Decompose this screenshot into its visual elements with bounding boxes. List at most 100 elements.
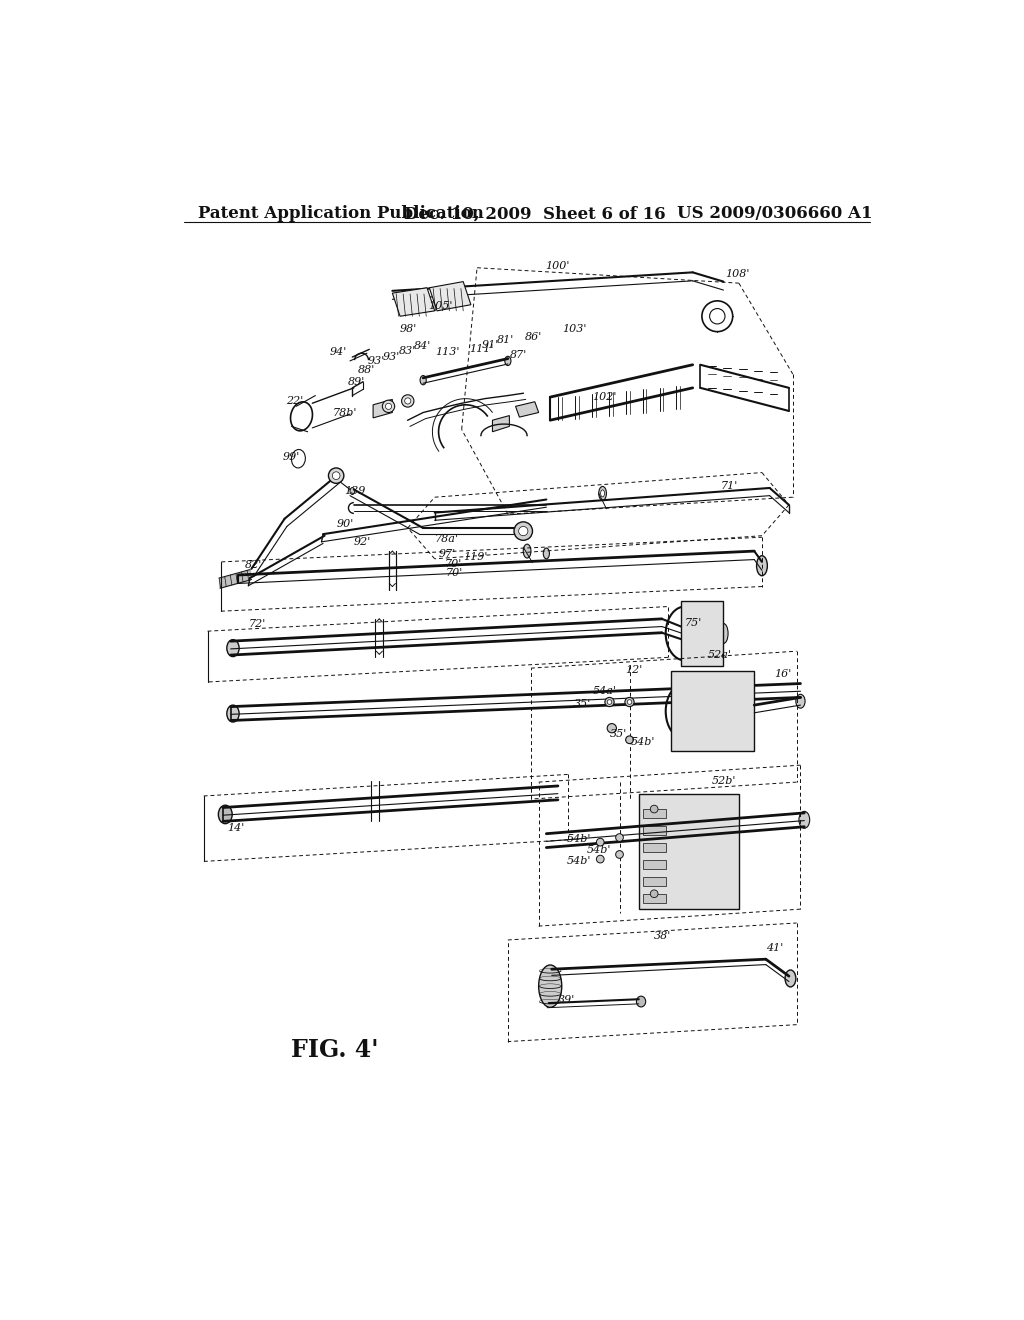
Ellipse shape — [523, 544, 531, 558]
Polygon shape — [643, 876, 666, 886]
Text: 90': 90' — [337, 519, 354, 529]
Circle shape — [615, 834, 624, 841]
Circle shape — [628, 700, 632, 705]
Text: 71': 71' — [720, 480, 737, 491]
Polygon shape — [671, 671, 755, 751]
Text: US 2009/0306660 A1: US 2009/0306660 A1 — [677, 206, 872, 222]
Ellipse shape — [719, 623, 728, 644]
Ellipse shape — [226, 640, 240, 656]
Polygon shape — [515, 401, 539, 417]
Text: 119': 119' — [463, 552, 487, 562]
Circle shape — [514, 521, 532, 540]
Text: 111': 111' — [469, 345, 494, 354]
Text: 22': 22' — [286, 396, 303, 407]
Polygon shape — [429, 281, 471, 312]
Ellipse shape — [796, 694, 805, 708]
Text: 92': 92' — [354, 537, 371, 546]
Polygon shape — [643, 894, 666, 903]
Ellipse shape — [350, 487, 354, 495]
Text: 78a': 78a' — [435, 533, 459, 544]
Ellipse shape — [505, 356, 511, 366]
Ellipse shape — [601, 490, 604, 496]
Circle shape — [626, 737, 634, 743]
Circle shape — [596, 838, 604, 846]
Text: 93': 93' — [383, 352, 400, 362]
Ellipse shape — [420, 376, 426, 385]
Text: 82': 82' — [245, 560, 262, 570]
Text: 16': 16' — [774, 669, 792, 680]
Polygon shape — [681, 601, 724, 665]
Polygon shape — [643, 809, 666, 818]
Ellipse shape — [218, 805, 232, 824]
Text: 91': 91' — [481, 339, 499, 350]
Text: 70': 70' — [445, 569, 463, 578]
Text: 12': 12' — [626, 665, 643, 676]
Text: 97': 97' — [438, 549, 456, 560]
Text: 84': 84' — [414, 341, 431, 351]
Circle shape — [385, 404, 391, 409]
Ellipse shape — [757, 556, 767, 576]
Text: 75': 75' — [685, 619, 702, 628]
Text: Dec. 10, 2009  Sheet 6 of 16: Dec. 10, 2009 Sheet 6 of 16 — [403, 206, 666, 222]
Text: 86': 86' — [524, 333, 542, 342]
Text: 102': 102' — [593, 392, 616, 403]
Polygon shape — [643, 843, 666, 853]
Text: 113': 113' — [435, 347, 460, 356]
Circle shape — [650, 890, 658, 898]
Text: 70': 70' — [444, 560, 462, 569]
Text: 52b': 52b' — [712, 776, 736, 785]
Text: 52a': 52a' — [708, 649, 732, 660]
Circle shape — [607, 723, 616, 733]
Text: Patent Application Publication: Patent Application Publication — [199, 206, 484, 222]
Ellipse shape — [637, 997, 646, 1007]
Polygon shape — [373, 400, 392, 418]
Text: 54b': 54b' — [566, 834, 591, 843]
Circle shape — [333, 471, 340, 479]
Circle shape — [607, 700, 611, 705]
Ellipse shape — [799, 812, 810, 829]
Text: 54b': 54b' — [587, 845, 610, 855]
Text: 14': 14' — [226, 824, 244, 833]
Text: 105': 105' — [429, 301, 453, 312]
Circle shape — [382, 400, 394, 412]
Circle shape — [615, 850, 624, 858]
Ellipse shape — [599, 487, 606, 500]
Polygon shape — [639, 793, 739, 909]
Text: 78b': 78b' — [333, 408, 357, 417]
Text: 72': 72' — [249, 619, 265, 630]
Ellipse shape — [226, 705, 240, 722]
Text: 93': 93' — [368, 356, 385, 366]
Text: 88': 88' — [357, 366, 375, 375]
Text: 139: 139 — [345, 486, 366, 496]
Text: 54b': 54b' — [631, 737, 655, 747]
Text: FIG. 4': FIG. 4' — [291, 1038, 378, 1063]
Text: 54b': 54b' — [566, 855, 591, 866]
Text: 108': 108' — [725, 269, 750, 279]
Text: 54a': 54a' — [593, 686, 616, 696]
Text: 81': 81' — [497, 335, 514, 345]
Text: 35': 35' — [574, 698, 591, 709]
Ellipse shape — [544, 548, 550, 558]
Text: 39': 39' — [558, 995, 575, 1005]
Circle shape — [605, 697, 614, 706]
Text: 98': 98' — [400, 325, 418, 334]
Text: 103': 103' — [562, 325, 586, 334]
Text: 87': 87' — [509, 350, 526, 360]
Ellipse shape — [785, 970, 796, 987]
Circle shape — [401, 395, 414, 407]
Text: 38': 38' — [654, 931, 672, 941]
Circle shape — [329, 469, 344, 483]
Text: 89': 89' — [348, 376, 365, 387]
Text: 35': 35' — [610, 730, 628, 739]
Text: 83': 83' — [398, 346, 416, 356]
Text: 41': 41' — [766, 942, 783, 953]
Polygon shape — [643, 859, 666, 869]
Polygon shape — [392, 288, 435, 317]
Text: 99': 99' — [283, 453, 300, 462]
Circle shape — [701, 301, 733, 331]
Polygon shape — [643, 826, 666, 836]
Text: 94': 94' — [330, 347, 346, 358]
Circle shape — [518, 527, 528, 536]
Circle shape — [404, 397, 411, 404]
Polygon shape — [493, 416, 509, 432]
